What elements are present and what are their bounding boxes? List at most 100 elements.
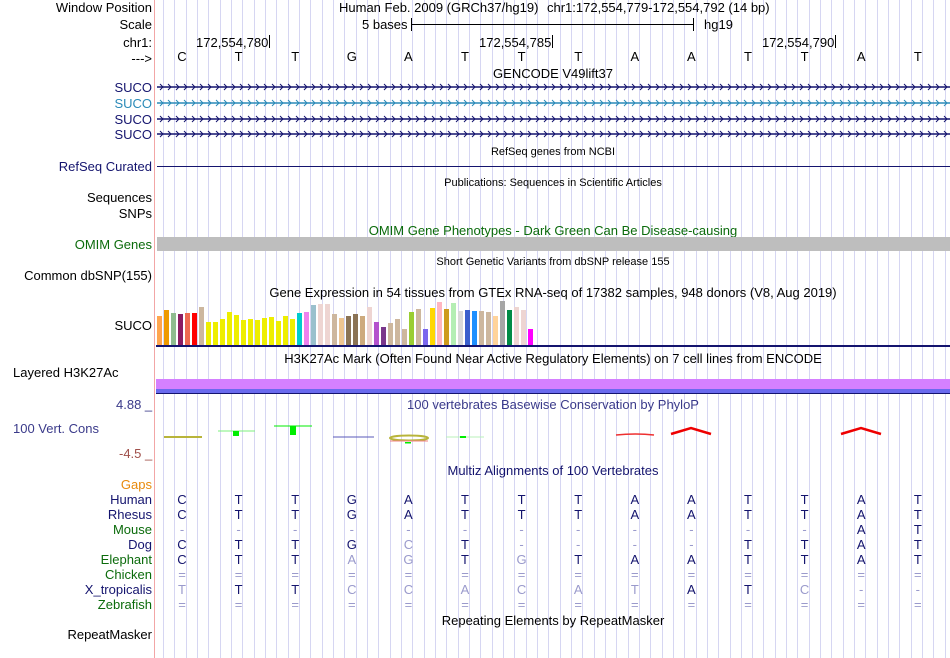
publications-label[interactable]: Sequences — [86, 190, 152, 205]
reference-base: T — [913, 49, 922, 64]
gencode-item-label[interactable]: SUCO — [114, 112, 152, 127]
gtex-bar[interactable] — [269, 317, 274, 345]
species-label[interactable]: X_tropicalis — [84, 582, 152, 597]
gtex-bar[interactable] — [465, 310, 470, 345]
gtex-bar[interactable] — [290, 319, 295, 345]
gtex-bar[interactable] — [311, 305, 316, 345]
refseq-track-title[interactable]: RefSeq genes from NCBI — [490, 146, 616, 158]
gtex-bar[interactable] — [353, 314, 358, 345]
gtex-bar[interactable] — [451, 303, 456, 345]
gtex-bar[interactable] — [486, 312, 491, 345]
gtex-bar[interactable] — [479, 311, 484, 345]
gencode-item-label[interactable]: SUCO — [114, 96, 152, 111]
h3k27ac-signal-top[interactable] — [156, 379, 950, 389]
gtex-bar[interactable] — [213, 322, 218, 345]
gtex-bar[interactable] — [318, 304, 323, 345]
gtex-bar[interactable] — [248, 319, 253, 345]
gtex-bar[interactable] — [381, 327, 386, 345]
multiz-track-title[interactable]: Multiz Alignments of 100 Vertebrates — [447, 463, 659, 478]
gtex-bar[interactable] — [241, 320, 246, 345]
gencode-transcript[interactable] — [156, 98, 950, 107]
gtex-bar[interactable] — [514, 307, 519, 345]
gencode-item-label[interactable]: SUCO — [114, 127, 152, 142]
gtex-bar[interactable] — [493, 316, 498, 345]
species-label[interactable]: Mouse — [112, 522, 152, 537]
repeatmasker-label[interactable]: RepeatMasker — [67, 627, 152, 642]
gtex-bar[interactable] — [360, 316, 365, 345]
gtex-bar[interactable] — [325, 304, 330, 345]
gtex-bar[interactable] — [430, 308, 435, 345]
gtex-bar[interactable] — [367, 307, 372, 345]
gtex-bar[interactable] — [276, 321, 281, 345]
gtex-bar[interactable] — [374, 322, 379, 345]
gtex-bar[interactable] — [206, 322, 211, 345]
gtex-bar[interactable] — [185, 313, 190, 345]
tick-label: 172,554,790 — [762, 35, 835, 50]
species-label[interactable]: Elephant — [100, 552, 152, 567]
gtex-bar[interactable] — [171, 313, 176, 345]
gencode-transcript[interactable] — [156, 82, 950, 91]
gtex-bar[interactable] — [423, 329, 428, 345]
gtex-bar[interactable] — [199, 307, 204, 345]
phylop-label[interactable]: 100 Vert. Cons — [13, 421, 99, 436]
gtex-bar[interactable] — [339, 318, 344, 345]
h3k27ac-track-title[interactable]: H3K27Ac Mark (Often Found Near Active Re… — [284, 351, 822, 366]
gtex-bar[interactable] — [255, 320, 260, 345]
gencode-track-title[interactable]: GENCODE V49lift37 — [493, 66, 613, 81]
phylop-track-title[interactable]: 100 vertebrates Basewise Conservation by… — [407, 397, 699, 412]
gtex-bar[interactable] — [402, 329, 407, 345]
gtex-bar[interactable] — [395, 319, 400, 345]
gtex-bar[interactable] — [192, 313, 197, 345]
gtex-bar[interactable] — [297, 313, 302, 345]
phylop-signal[interactable] — [156, 415, 950, 450]
species-label[interactable]: Zebrafish — [97, 597, 152, 612]
gtex-bar-chart[interactable] — [156, 300, 541, 345]
gtex-track-title[interactable]: Gene Expression in 54 tissues from GTEx … — [269, 285, 837, 300]
gtex-bar[interactable] — [507, 310, 512, 345]
repeatmasker-track-title[interactable]: Repeating Elements by RepeatMasker — [441, 613, 665, 628]
species-label[interactable]: Chicken — [105, 567, 152, 582]
gtex-bar[interactable] — [528, 329, 533, 345]
gtex-bar[interactable] — [262, 318, 267, 345]
gencode-transcript[interactable] — [156, 114, 950, 123]
species-label[interactable]: Dog — [128, 537, 152, 552]
refseq-gene-line[interactable] — [157, 166, 950, 167]
gtex-bar[interactable] — [164, 310, 169, 345]
gtex-bar[interactable] — [458, 311, 463, 345]
gtex-bar[interactable] — [178, 314, 183, 345]
gtex-bar[interactable] — [472, 311, 477, 345]
gtex-bar[interactable] — [500, 301, 505, 345]
gtex-bar[interactable] — [346, 316, 351, 345]
gencode-transcript[interactable] — [156, 129, 950, 138]
dbsnp-label[interactable]: Common dbSNP(155) — [24, 268, 152, 283]
gtex-bar[interactable] — [234, 315, 239, 345]
gtex-label[interactable]: SUCO — [114, 318, 152, 333]
species-label[interactable]: Human — [110, 492, 152, 507]
gtex-bar[interactable] — [227, 312, 232, 345]
publications-track-title[interactable]: Publications: Sequences in Scientific Ar… — [444, 177, 662, 189]
species-label[interactable]: Rhesus — [107, 507, 152, 522]
gtex-bar[interactable] — [283, 316, 288, 345]
gtex-bar[interactable] — [388, 323, 393, 345]
h3k27ac-label[interactable]: Layered H3K27Ac — [13, 365, 119, 380]
h3k27ac-signal-bottom[interactable] — [156, 389, 950, 393]
gtex-bar[interactable] — [409, 312, 414, 345]
gtex-baseline — [156, 345, 950, 347]
gtex-bar[interactable] — [332, 314, 337, 345]
gencode-item-label[interactable]: SUCO — [114, 80, 152, 95]
alignment-base: = — [178, 597, 186, 612]
gtex-bar[interactable] — [157, 316, 162, 345]
gtex-bar[interactable] — [416, 309, 421, 345]
dbsnp-track-title[interactable]: Short Genetic Variants from dbSNP releas… — [436, 256, 670, 268]
alignment-base: - — [576, 522, 581, 537]
gtex-bar[interactable] — [444, 309, 449, 345]
omim-gene-bar[interactable] — [157, 237, 950, 251]
alignment-base: C — [177, 552, 187, 567]
gtex-bar[interactable] — [521, 310, 526, 345]
gtex-bar[interactable] — [304, 312, 309, 345]
omim-track-title[interactable]: OMIM Gene Phenotypes - Dark Green Can Be… — [368, 223, 738, 238]
refseq-label[interactable]: RefSeq Curated — [58, 159, 152, 174]
gtex-bar[interactable] — [220, 319, 225, 345]
gtex-bar[interactable] — [437, 302, 442, 345]
omim-label[interactable]: OMIM Genes — [74, 237, 152, 252]
